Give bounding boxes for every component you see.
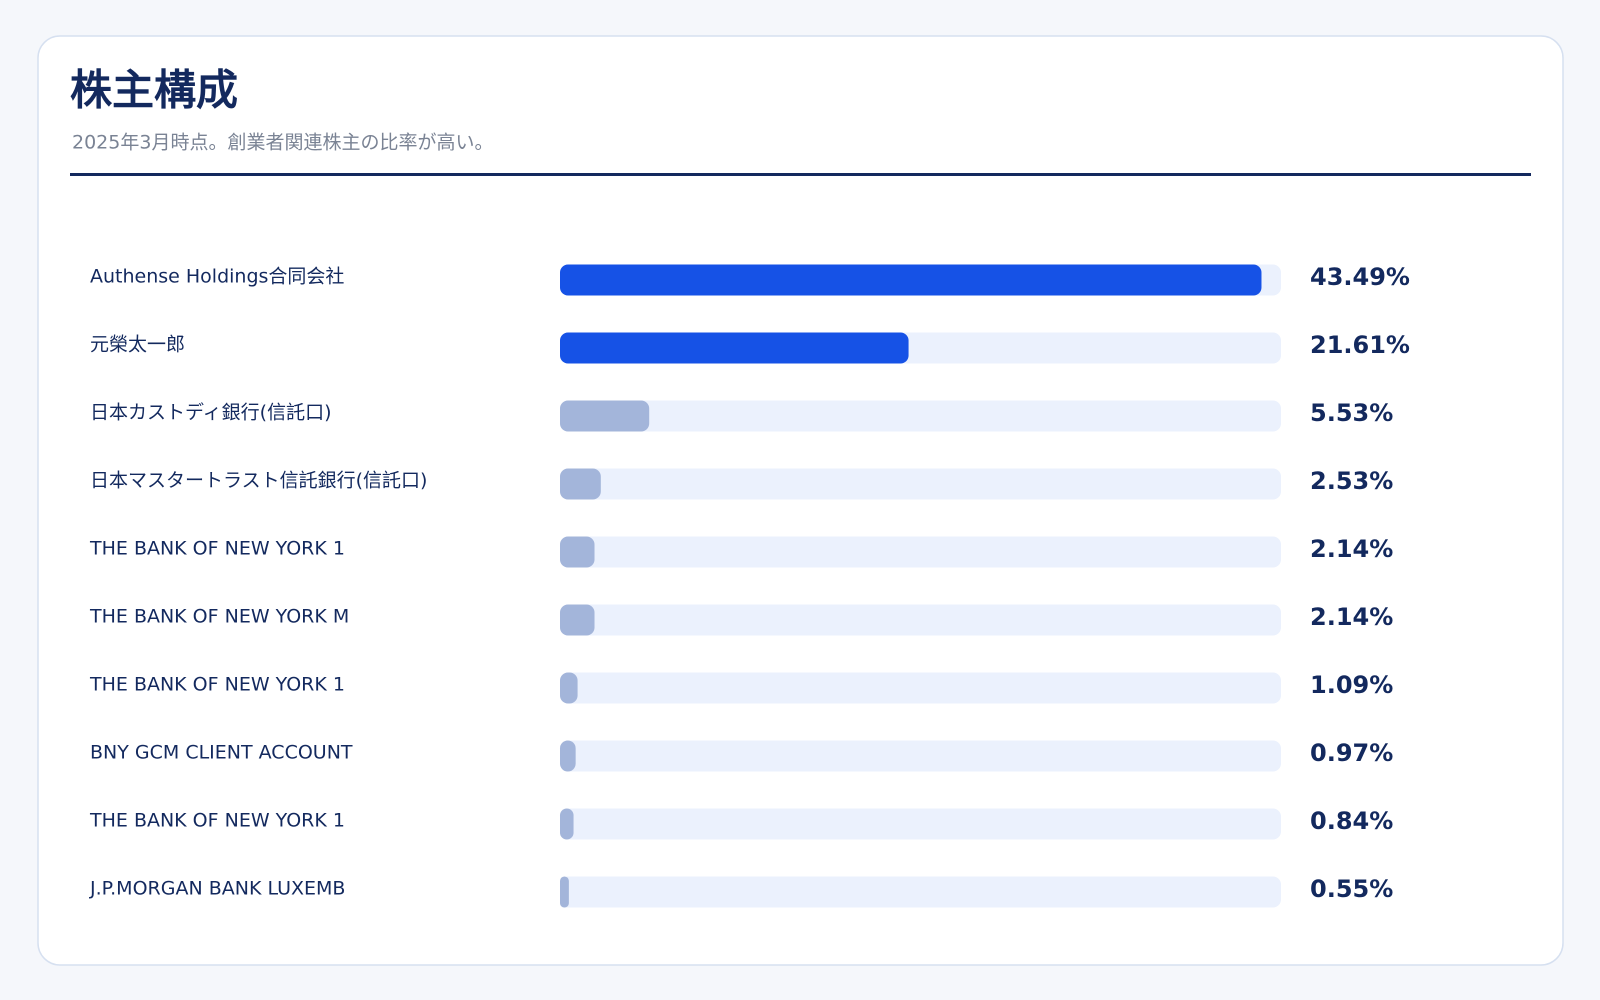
category-label: THE BANK OF NEW YORK 1 [89,538,345,560]
value-label: 1.09% [1310,671,1393,699]
bar-track [560,468,1281,500]
bar [560,740,576,772]
bar-track [560,400,1281,432]
bar [560,332,909,364]
bar [560,536,595,568]
bar [560,808,574,840]
bar [560,264,1262,296]
category-label: 日本マスタートラスト信託銀行(信託口) [90,470,427,492]
value-label: 21.61% [1310,331,1410,359]
category-label: Authense Holdings合同会社 [90,266,344,288]
bar [560,672,578,704]
value-label: 0.97% [1310,739,1393,767]
bar [560,400,650,432]
bar-track [560,740,1281,772]
bar-track [560,672,1281,704]
category-label: 日本カストディ銀行(信託口) [90,402,332,424]
value-label: 2.53% [1310,467,1393,495]
category-label: BNY GCM CLIENT ACCOUNT [90,742,353,764]
chart-title: 株主構成 [70,66,238,115]
bar-track [560,536,1281,568]
bar [560,876,569,908]
category-label: THE BANK OF NEW YORK 1 [89,674,345,696]
bar [560,468,601,500]
category-label: THE BANK OF NEW YORK M [89,606,349,628]
bar [560,604,595,636]
value-label: 0.55% [1310,875,1393,903]
bar-track [560,604,1281,636]
divider [70,173,1531,176]
bar-track [560,876,1281,908]
value-label: 43.49% [1310,263,1410,291]
value-label: 2.14% [1310,603,1393,631]
chart-subtitle: 2025年3月時点。創業者関連株主の比率が高い。 [72,132,493,154]
category-label: 元榮太一郎 [90,334,185,356]
value-label: 5.53% [1310,399,1393,427]
category-label: THE BANK OF NEW YORK 1 [89,810,345,832]
category-label: J.P.MORGAN BANK LUXEMB [89,878,345,900]
value-label: 2.14% [1310,535,1393,563]
bar-track [560,808,1281,840]
value-label: 0.84% [1310,807,1393,835]
